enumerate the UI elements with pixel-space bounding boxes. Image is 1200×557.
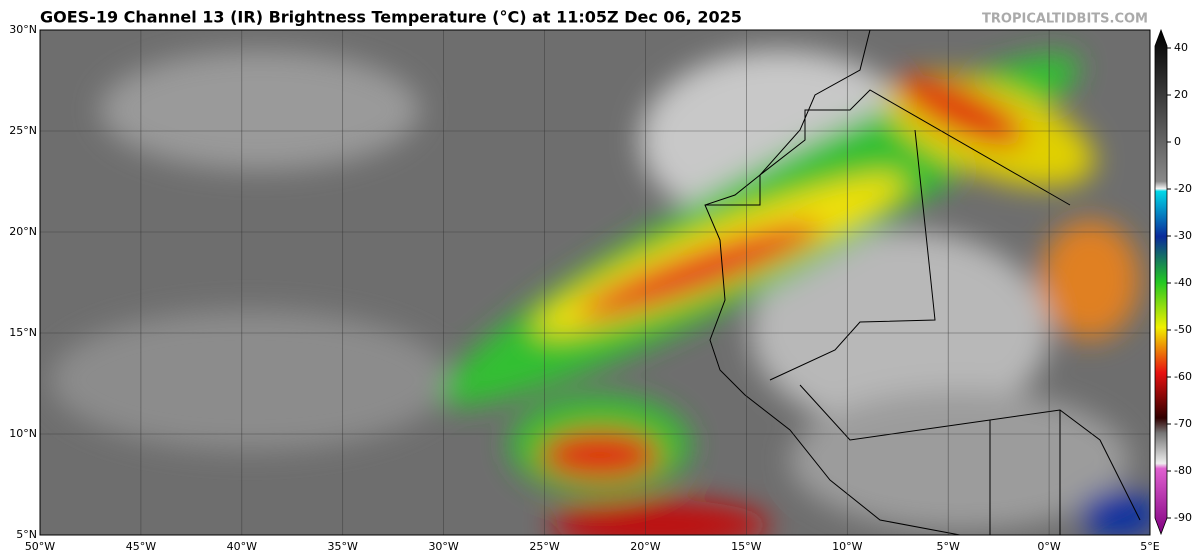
colorbar-label: -80 [1174,464,1192,477]
colorbar-label: 40 [1174,41,1188,54]
lat-label: 20°N [9,225,37,238]
lon-label: 5°E [1140,540,1159,553]
lat-label: 15°N [9,326,37,339]
colorbar-label: -50 [1174,323,1192,336]
lon-label: 15°W [731,540,761,553]
map-frame [39,29,1151,536]
lon-label: 25°W [529,540,559,553]
lat-label: 5°N [16,528,37,541]
colorbar-label: 0 [1174,135,1181,148]
lon-label: 5°W [936,540,959,553]
colorbar-label: -60 [1174,370,1192,383]
satellite-image [40,30,1150,535]
colorbar-ticks: 40 20 0 -20 -30 -40 -50 -60 -70 -80 -90 [1167,41,1192,524]
lon-label: 0°W [1037,540,1060,553]
colorbar-label: -30 [1174,229,1192,242]
lon-label: 20°W [630,540,660,553]
lon-label: 30°W [428,540,458,553]
colorbar-label: -40 [1174,276,1192,289]
colorbar-label: -20 [1174,182,1192,195]
lat-label: 25°N [9,124,37,137]
colorbar-label: -70 [1174,417,1192,430]
lon-label: 35°W [328,540,358,553]
colorbar-label: -90 [1174,511,1192,524]
colorbar-label: 20 [1174,88,1188,101]
lon-label: 10°W [832,540,862,553]
watermark: TROPICALTIDBITS.COM [982,12,1148,27]
colorbar [1154,28,1168,536]
lat-label: 30°N [9,23,37,36]
lon-label: 50°W [25,540,55,553]
lat-label: 10°N [9,427,37,440]
title: GOES-19 Channel 13 (IR) Brightness Tempe… [40,8,742,27]
lon-label: 45°W [126,540,156,553]
lon-label: 40°W [227,540,257,553]
